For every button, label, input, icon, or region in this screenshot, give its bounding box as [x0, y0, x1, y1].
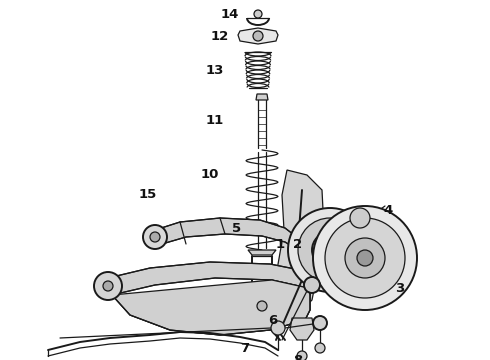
Text: 12: 12 — [211, 31, 229, 44]
Circle shape — [271, 321, 285, 335]
Polygon shape — [277, 170, 324, 315]
Circle shape — [103, 281, 113, 291]
Text: 2: 2 — [294, 238, 302, 252]
Text: 7: 7 — [241, 342, 249, 355]
Circle shape — [350, 208, 370, 228]
Circle shape — [150, 232, 160, 242]
Polygon shape — [240, 295, 284, 315]
Polygon shape — [112, 280, 310, 335]
Text: 10: 10 — [201, 168, 219, 181]
Circle shape — [315, 343, 325, 353]
Text: 4: 4 — [383, 203, 392, 216]
Circle shape — [288, 208, 372, 292]
Circle shape — [298, 218, 362, 282]
Circle shape — [320, 240, 340, 260]
Polygon shape — [155, 218, 298, 250]
Text: 13: 13 — [206, 63, 224, 77]
Text: 15: 15 — [139, 189, 157, 202]
Text: 1: 1 — [275, 238, 285, 252]
Circle shape — [313, 206, 417, 310]
Text: 14: 14 — [221, 8, 239, 21]
Circle shape — [94, 272, 122, 300]
Circle shape — [345, 238, 385, 278]
Polygon shape — [256, 94, 268, 100]
Text: 11: 11 — [206, 113, 224, 126]
Circle shape — [304, 277, 320, 293]
Circle shape — [297, 351, 307, 360]
Circle shape — [257, 301, 267, 311]
Text: 8: 8 — [294, 354, 303, 360]
Text: 5: 5 — [232, 221, 242, 234]
Circle shape — [325, 218, 405, 298]
Circle shape — [357, 250, 373, 266]
Text: 3: 3 — [395, 282, 405, 294]
Polygon shape — [238, 28, 278, 44]
Polygon shape — [290, 318, 314, 340]
Circle shape — [313, 316, 327, 330]
Circle shape — [143, 225, 167, 249]
Polygon shape — [108, 262, 315, 295]
Circle shape — [253, 31, 263, 41]
Circle shape — [312, 232, 348, 268]
Text: 6: 6 — [269, 314, 278, 327]
Polygon shape — [248, 250, 276, 255]
Circle shape — [254, 10, 262, 18]
